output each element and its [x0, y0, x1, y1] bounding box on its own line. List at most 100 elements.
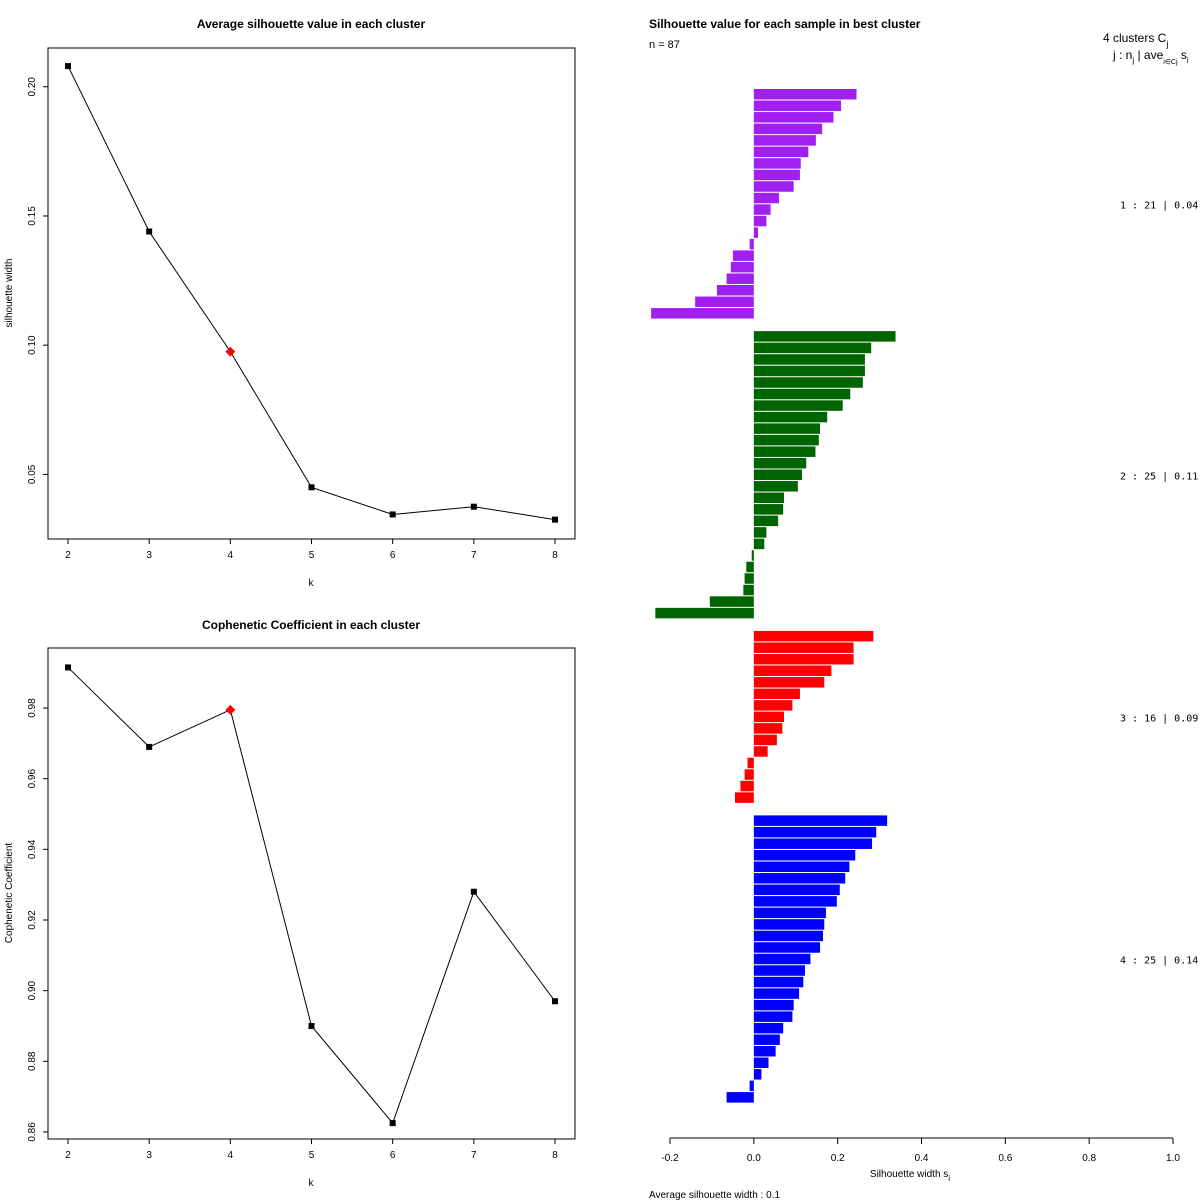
cluster-stat-label: 4 : 25 | 0.14 [1120, 956, 1198, 967]
silhouette-bar [746, 561, 754, 573]
plot-frame [47, 47, 576, 540]
x-tick-label: 0.6 [998, 1153, 1012, 1164]
x-tick-label: 0.8 [1082, 1153, 1096, 1164]
silhouette-bar [716, 285, 754, 296]
silhouette-bar [753, 849, 856, 861]
silhouette-bar [753, 1022, 784, 1034]
silhouette-bar [753, 123, 823, 135]
silhouette-bar [695, 296, 754, 308]
data-point [65, 63, 71, 70]
silhouette-bar [753, 457, 807, 469]
silhouette-bar [726, 1092, 754, 1103]
silhouette-bar [753, 746, 768, 757]
silhouette-bar [753, 838, 873, 849]
x-tick-label: 7 [471, 550, 477, 561]
x-axis-label: Silhouette width si [870, 1169, 950, 1183]
silhouette-bar [753, 677, 825, 688]
series-line [67, 667, 556, 1125]
silhouette-line-chart: Average silhouette value in each cluster… [4, 17, 576, 589]
x-tick-label: 4 [228, 1150, 234, 1161]
silhouette-bar [753, 873, 846, 884]
sample-count: n = 87 [649, 39, 680, 51]
data-point [146, 743, 153, 750]
x-tick-label: 3 [146, 550, 152, 561]
cluster-stat-label: 2 : 25 | 0.11 [1120, 471, 1198, 482]
silhouette-bar-chart: Silhouette value for each sample in best… [649, 17, 1198, 1200]
y-axis-label: Cophenetic Coefficient [4, 843, 15, 944]
silhouette-bar [753, 538, 765, 550]
silhouette-bar [753, 653, 854, 665]
x-tick-label: 6 [390, 1150, 396, 1161]
data-point [470, 888, 477, 895]
silhouette-bar [753, 146, 809, 158]
x-axis: 2 3 4 5 6 7 8 [65, 1139, 558, 1161]
y-tick-label: 0.96 [27, 769, 38, 789]
silhouette-bar [753, 1011, 793, 1022]
silhouette-bar [753, 734, 777, 746]
silhouette-bar [753, 700, 793, 711]
silhouette-bar [753, 1045, 776, 1057]
silhouette-bar [753, 423, 821, 434]
y-tick-label: 0.86 [27, 1122, 38, 1142]
silhouette-bar [753, 434, 819, 446]
silhouette-bar [747, 757, 754, 769]
silhouette-bar [753, 492, 785, 504]
y-tick-label: 0.20 [27, 77, 38, 97]
cluster-stat-label: 1 : 21 | 0.04 [1120, 200, 1198, 211]
series-line [67, 65, 556, 521]
y-tick-label: 0.98 [27, 698, 38, 718]
x-tick-label: 5 [309, 550, 315, 561]
silhouette-bar [753, 930, 823, 942]
highlight-point [225, 346, 236, 357]
x-axis: -0.2 0.0 0.2 0.4 0.6 0.8 1.0 [661, 1137, 1180, 1164]
silhouette-bar [753, 515, 779, 527]
y-axis: 0.05 0.10 0.15 0.20 [27, 77, 48, 484]
silhouette-bar [744, 769, 754, 780]
silhouette-bar [753, 965, 805, 976]
silhouette-bar [753, 89, 857, 100]
silhouette-bar [753, 227, 759, 238]
silhouette-bar [753, 388, 851, 400]
silhouette-bar [753, 400, 843, 411]
x-tick-label: 8 [552, 1150, 558, 1161]
silhouette-bar [753, 711, 785, 723]
y-tick-label: 0.05 [27, 464, 38, 484]
data-series [65, 63, 558, 523]
silhouette-bar [753, 1057, 769, 1069]
silhouette-bars [651, 89, 896, 1103]
silhouette-bar [753, 942, 821, 953]
data-point [65, 664, 71, 671]
y-tick-label: 0.15 [27, 206, 38, 226]
silhouette-bar [753, 158, 801, 169]
data-series [65, 664, 558, 1127]
x-tick-label: 2 [65, 550, 71, 561]
x-axis-label: k [309, 1178, 315, 1189]
x-tick-label: -0.2 [661, 1153, 679, 1164]
silhouette-bar [753, 688, 800, 700]
silhouette-bar [753, 112, 834, 123]
silhouette-bar [753, 1069, 762, 1080]
x-axis: 2 3 4 5 6 7 8 [65, 539, 558, 561]
x-tick-label: 0.2 [831, 1153, 845, 1164]
x-tick-label: 7 [471, 1150, 477, 1161]
silhouette-bar [753, 976, 804, 988]
x-tick-label: 0.4 [915, 1153, 929, 1164]
data-point [146, 228, 153, 235]
silhouette-bar [753, 723, 783, 734]
silhouette-bar [709, 596, 754, 607]
silhouette-bar [753, 481, 798, 492]
silhouette-bar [753, 135, 816, 146]
plot-frame [47, 647, 576, 1140]
x-tick-label: 6 [390, 550, 396, 561]
chart-title: Cophenetic Coefficient in each cluster [202, 618, 420, 632]
legend-header: j : nj | avei∈Cj si [1112, 48, 1189, 66]
silhouette-bar [753, 331, 896, 342]
silhouette-bar [753, 469, 803, 480]
y-tick-label: 0.88 [27, 1051, 38, 1071]
silhouette-bar [740, 780, 754, 792]
y-axis: 0.86 0.88 0.90 0.92 0.94 0.96 0.98 [27, 698, 48, 1142]
y-tick-label: 0.92 [27, 910, 38, 930]
silhouette-bar [734, 792, 754, 803]
average-silhouette-footer: Average silhouette width : 0.1 [649, 1190, 780, 1200]
silhouette-bar [753, 181, 794, 192]
